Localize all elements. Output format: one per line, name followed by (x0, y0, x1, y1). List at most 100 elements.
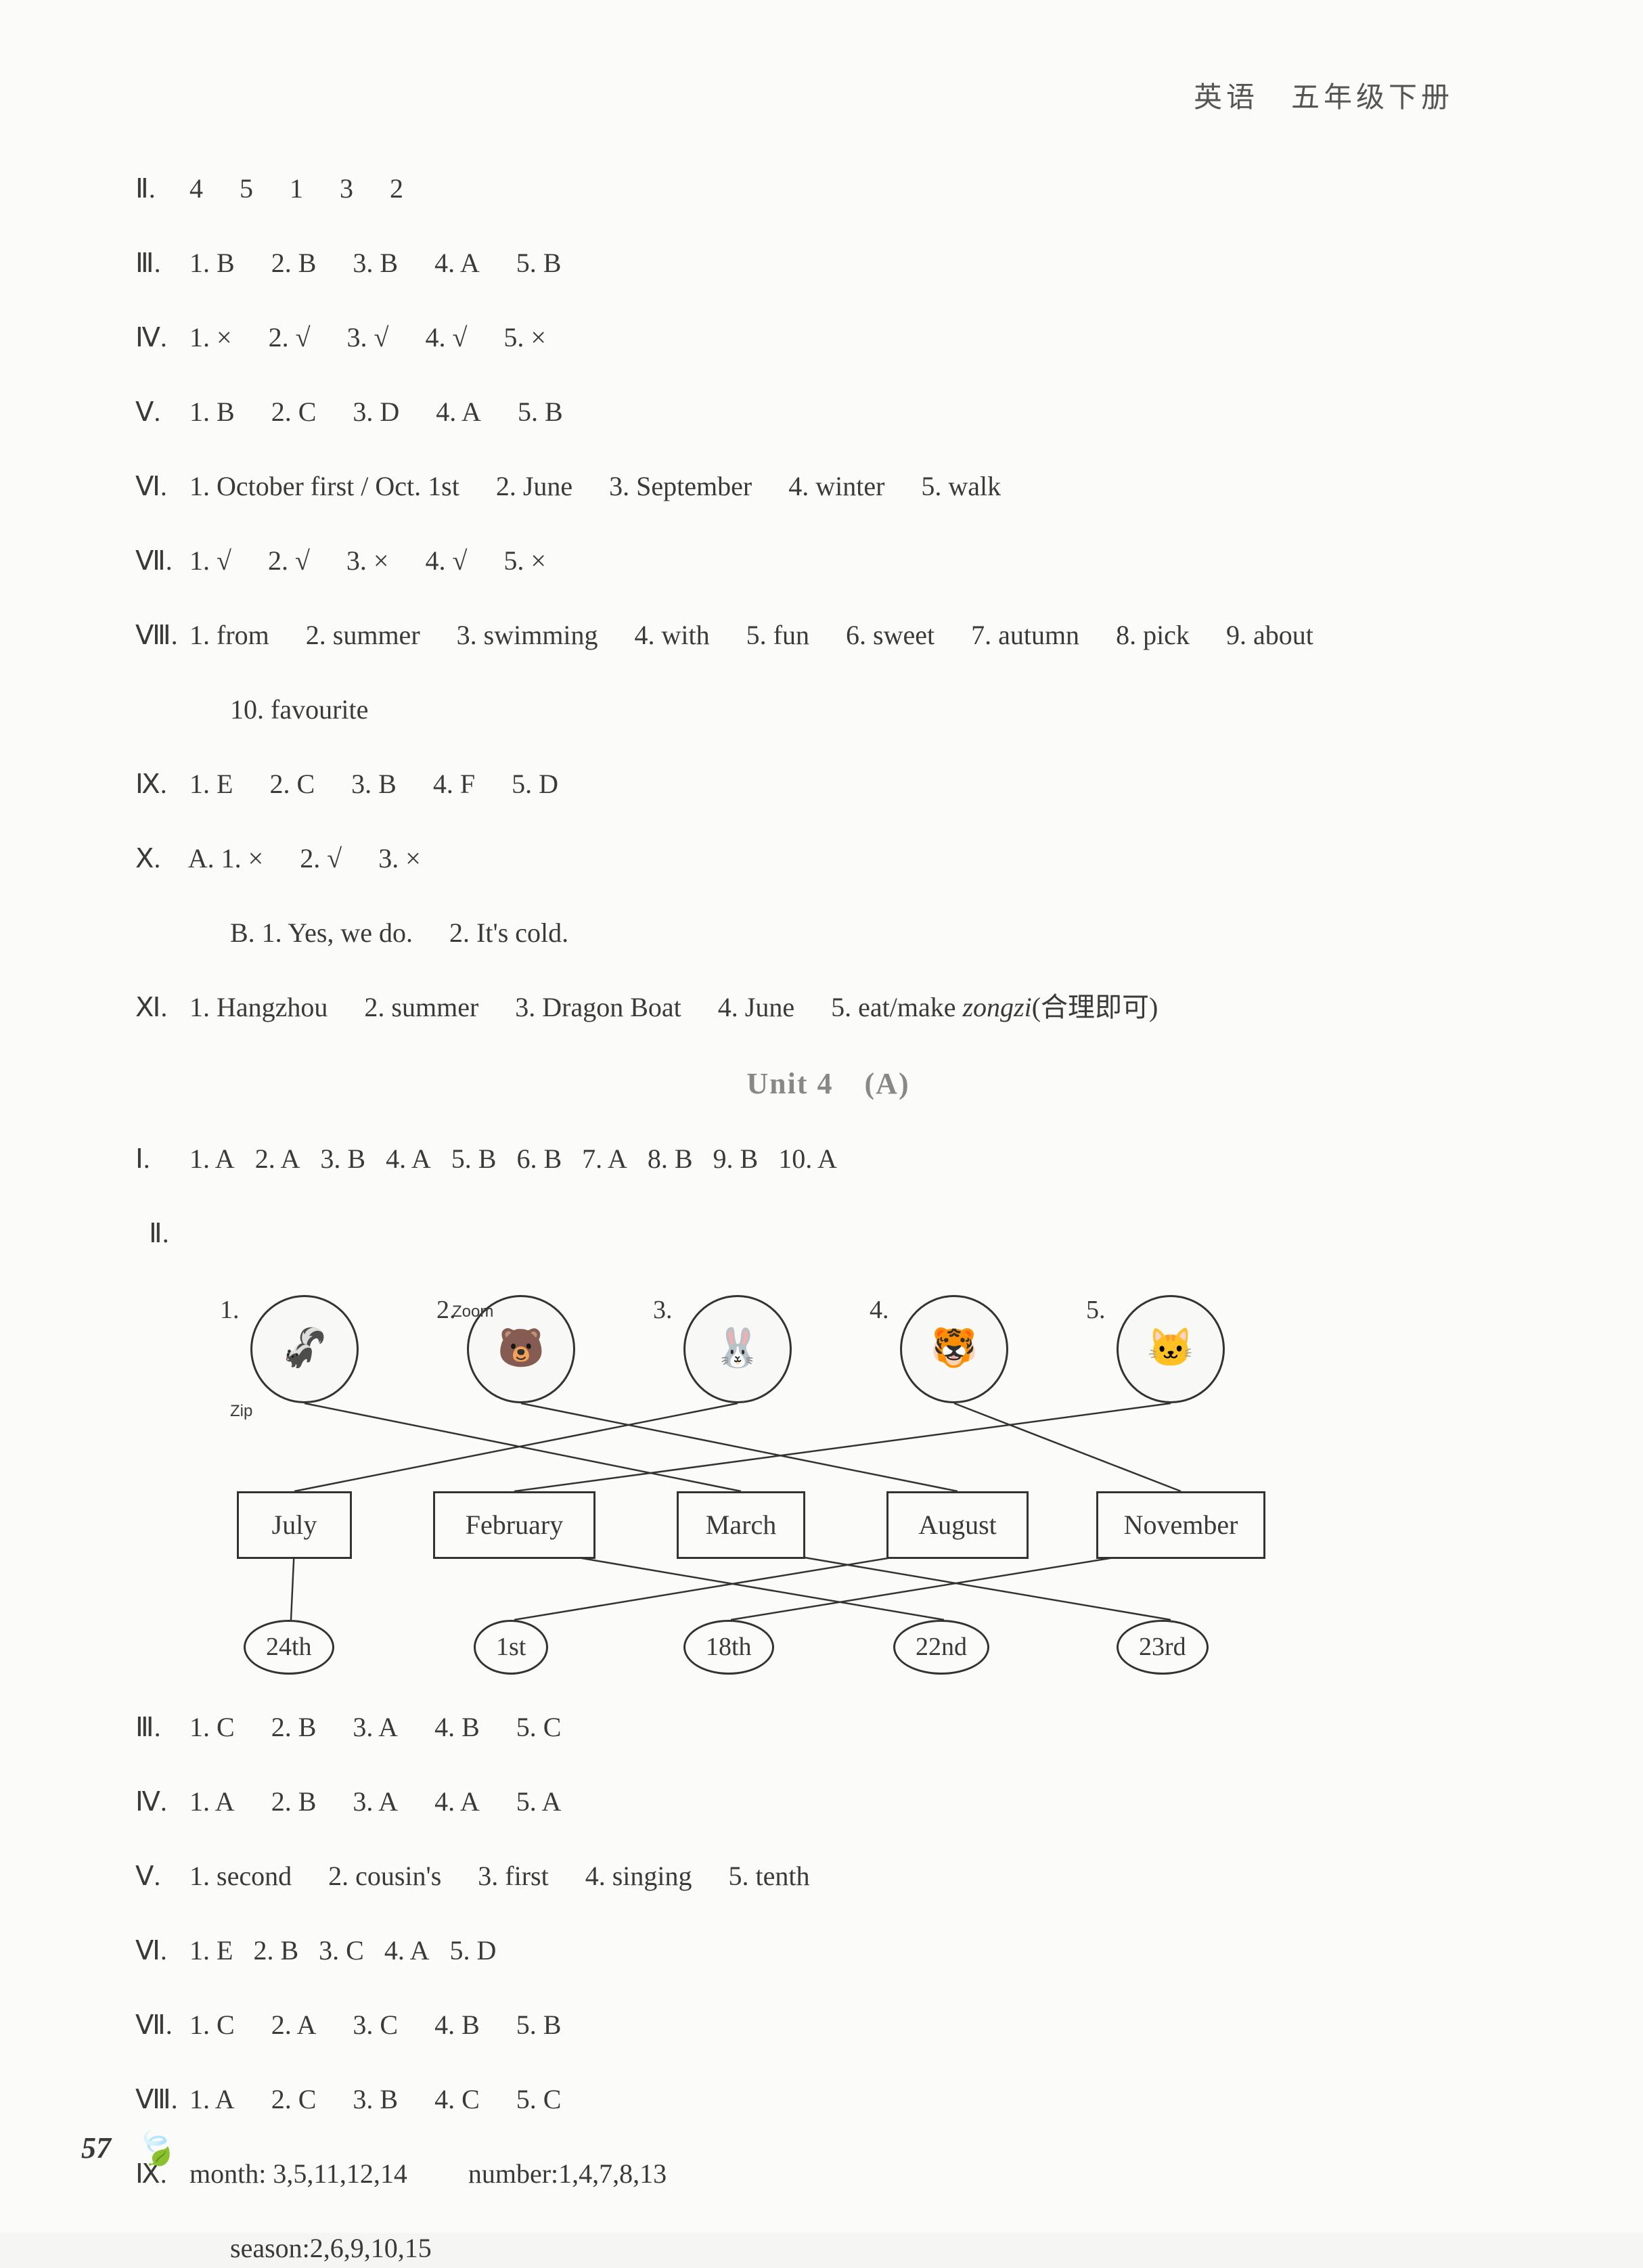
answer-item: season:2,6,9,10,15 (230, 2233, 432, 2263)
answer-item: 3. B (353, 2084, 398, 2114)
answer-item: 2. √ (300, 843, 342, 874)
answer-item: 8. pick (1116, 620, 1190, 650)
diagram-number: 3. (653, 1292, 673, 1329)
animal-icon: 🦨 (250, 1295, 359, 1403)
answer-item: 2. summer (306, 620, 420, 650)
answer-item: 1. A (189, 2084, 235, 2114)
answer-item: 2. B (271, 248, 317, 278)
answer-item: 7. A (582, 1143, 627, 1174)
answer-row: Ⅷ. 1. A2. C3. B4. C5. C (135, 2080, 1521, 2119)
answer-item: 5. A (516, 1786, 562, 1817)
answer-row: B. 1. Yes, we do. 2. It's cold. (135, 913, 1521, 953)
roman-numeral: Ⅶ. (135, 541, 183, 581)
answer-item: 2. cousin's (328, 1861, 441, 1891)
answer-item: 9. B (713, 1143, 759, 1174)
answer-row: Ⅲ. 1. C2. B3. A4. B5. C (135, 1708, 1521, 1747)
roman-numeral: Ⅳ. (135, 1782, 183, 1821)
answer-item: 2. C (271, 396, 317, 427)
answer-item: 4. June (718, 992, 794, 1022)
answer-item: 3. D (353, 396, 399, 427)
answer-item: 2. √ (268, 545, 310, 576)
matching-diagram: 1.🦨Zip2.🐻Zoom3.🐰4.🐯5.🐱JulyFebruaryMarchA… (210, 1288, 1394, 1681)
date-oval: 23rd (1117, 1620, 1209, 1675)
answer-item: 1. × (189, 322, 232, 353)
answer-item: 3. C (319, 1935, 364, 1966)
answer-row: Ⅶ. 1. √2. √3. ×4. √5. × (135, 541, 1521, 581)
date-oval: 1st (474, 1620, 548, 1675)
answer-item: 9. about (1226, 620, 1313, 650)
answer-item: B. 1. Yes, we do. (230, 917, 413, 948)
answer-item: 5. walk (921, 471, 1001, 501)
answer-item: 1. E (189, 1935, 233, 1966)
answer-item: 5. × (503, 545, 546, 576)
answer-row: Ⅳ. 1. A2. B3. A4. A5. A (135, 1782, 1521, 1821)
answer-item: 4. √ (425, 545, 467, 576)
answer-item: 8. B (648, 1143, 693, 1174)
answer-item: 5. eat/make zongzi(合理即可) (831, 992, 1158, 1022)
answer-item: 4. C (434, 2084, 480, 2114)
answer-item: 2. B (271, 1712, 317, 1742)
answer-row: season:2,6,9,10,15 (135, 2229, 1521, 2268)
roman-numeral: Ⅵ. (135, 467, 183, 506)
answer-row: Ⅲ. 1. B 2. B 3. B 4. A 5. B (135, 244, 1521, 283)
date-oval: 22nd (893, 1620, 989, 1675)
answer-item: 2. It's cold. (449, 917, 568, 948)
answer-row: Ⅵ. 1. October first / Oct. 1st2. June3. … (135, 467, 1521, 506)
answer-rows-mid: Ⅰ. 1. A2. A3. B4. A5. B6. B7. A8. B9. B1… (135, 1139, 1521, 1179)
answer-item: 3. first (478, 1861, 548, 1891)
answer-item: 3. C (353, 2010, 398, 2040)
date-oval: 18th (683, 1620, 774, 1675)
answer-item: 3. A (353, 1712, 398, 1742)
roman-numeral: Ⅴ. (135, 1857, 183, 1896)
answer-row: Ⅹ. A. 1. ×2. √3. × (135, 839, 1521, 878)
answer-item: 5. × (503, 322, 546, 353)
roman-numeral: Ⅱ. (135, 169, 183, 208)
answer-item: 2. B (253, 1935, 298, 1966)
answer-item: 5. B (516, 248, 562, 278)
answer-item: 5. fun (746, 620, 809, 650)
answer-row: Ⅸ. 1. E2. C3. B4. F5. D (135, 765, 1521, 804)
roman-numeral: Ⅳ. (135, 318, 183, 357)
answer-item: 1. B (189, 396, 235, 427)
answer-item: 5. D (512, 769, 558, 799)
answer-item: 1. A (189, 1143, 235, 1174)
answer-item: number:1,4,7,8,13 (468, 2158, 667, 2189)
animal-icon: 🐯 (900, 1295, 1008, 1403)
answer-item: 5. B (518, 396, 563, 427)
answer-item: 2 (390, 173, 403, 204)
answer-row: Ⅵ. 1. E2. B3. C4. A5. D (135, 1931, 1521, 1970)
answer-item: 5. C (516, 1712, 562, 1742)
answer-item: 1. from (189, 620, 269, 650)
roman-numeral: Ⅲ. (135, 244, 183, 283)
answer-item: 5 (240, 173, 253, 204)
answer-rows-bottom: Ⅲ. 1. C2. B3. A4. B5. CⅣ. 1. A2. B3. A4.… (135, 1708, 1521, 2268)
animal-label: Zoom (452, 1300, 493, 1324)
answer-item: 4. with (635, 620, 710, 650)
answer-item: 4. A (434, 248, 480, 278)
answer-item: 2. B (271, 1786, 317, 1817)
answer-item: 10. favourite (230, 694, 368, 725)
answer-item: 4. A (384, 1935, 430, 1966)
roman-numeral: Ⅲ. (135, 1708, 183, 1747)
diagram-number: 1. (220, 1292, 240, 1329)
answer-item: 7. autumn (971, 620, 1079, 650)
answer-item: 5. tenth (729, 1861, 810, 1891)
roman-numeral: Ⅺ. (135, 988, 183, 1027)
roman-numeral: Ⅸ. (135, 765, 183, 804)
answer-item: 1. B (189, 248, 235, 278)
roman-numeral: Ⅴ. (135, 392, 183, 432)
answer-item: 4. B (434, 2010, 480, 2040)
answer-item: 5. B (516, 2010, 562, 2040)
page-number: 57 (81, 2131, 111, 2165)
month-box: July (237, 1491, 352, 1559)
answer-item: 3. B (353, 248, 398, 278)
month-box: February (433, 1491, 595, 1559)
answer-row: 10. favourite (135, 690, 1521, 729)
answer-row: Ⅳ. 1. ×2. √3. √4. √5. × (135, 318, 1521, 357)
answer-item: 3. September (609, 471, 752, 501)
answer-item: 4. A (436, 396, 481, 427)
answer-item: 6. sweet (846, 620, 935, 650)
animal-label: Zip (230, 1400, 252, 1424)
answer-rows-top: Ⅱ. 45132Ⅲ. 1. B2. B3. B4. A5. BⅣ. 1. ×2.… (135, 169, 1521, 1027)
animal-icon: 🐰 (683, 1295, 792, 1403)
